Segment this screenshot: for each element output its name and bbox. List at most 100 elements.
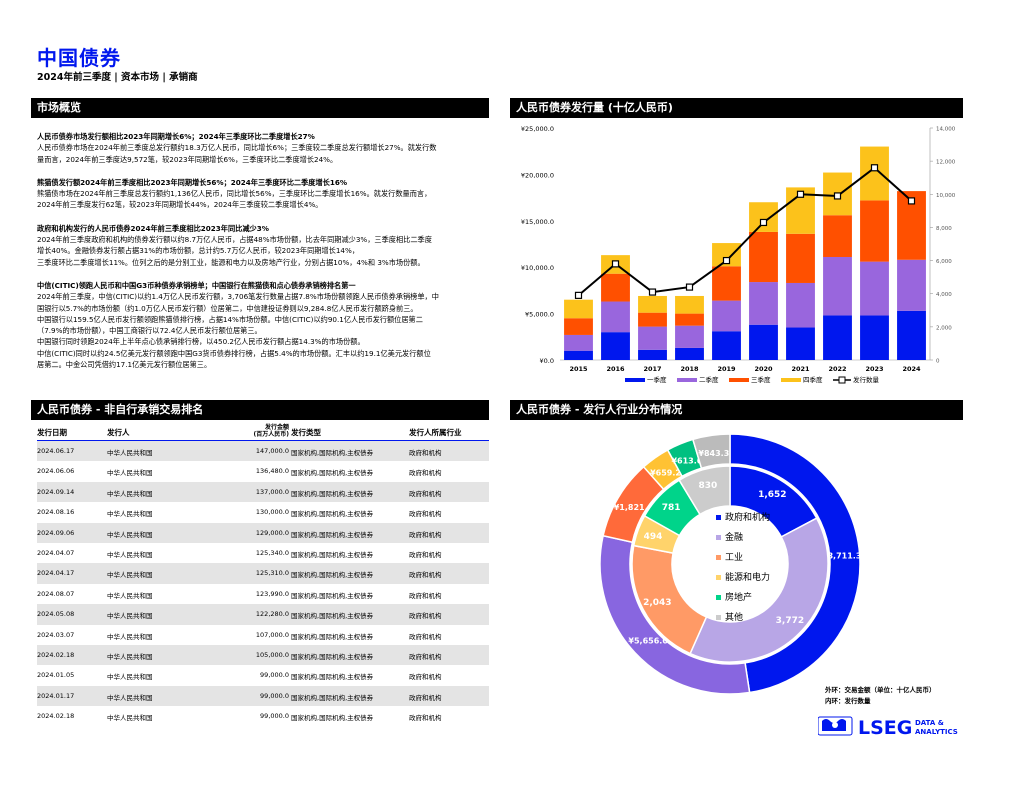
donut-label: ¥843.3 bbox=[698, 449, 729, 458]
bar-segment bbox=[638, 349, 667, 360]
overview-line: 2024年前三季度政府和机构的债券发行额以约8.7万亿人民币，占据48%市场份额… bbox=[37, 235, 432, 245]
cell-industry: 政府和机构 bbox=[409, 550, 442, 559]
cell-industry: 政府和机构 bbox=[409, 652, 442, 661]
cell-date: 2024.04.07 bbox=[37, 548, 75, 557]
cell-date: 2024.02.18 bbox=[37, 650, 75, 659]
bar-segment bbox=[823, 315, 852, 360]
issuance-chart-header: 人民币债券发行量 (十亿人民币) bbox=[510, 98, 963, 118]
bar-segment bbox=[601, 273, 630, 302]
y-right-tick-label: 4,000 bbox=[936, 292, 952, 298]
cell-issuer: 中华人民共和国 bbox=[107, 550, 153, 559]
cell-type: 国家机构,国际机构,主权债券 bbox=[291, 612, 374, 621]
cell-amount: 107,000.0 bbox=[255, 630, 289, 639]
table-row: 2024.02.18 中华人民共和国 99,000.0 国家机构,国际机构,主权债券 政… bbox=[37, 706, 489, 726]
bar-segment bbox=[564, 299, 593, 319]
donut-label: 781 bbox=[662, 503, 681, 513]
overview-line: 国银行以5.7%的市场份额（约1.0万亿人民币发行额）位居第二，中信建投证券则以… bbox=[37, 303, 418, 313]
issuance-chart: ¥0.0 ¥5,000.0 ¥10,000.0 ¥15,000.0 ¥20,000.0 ¥… bbox=[505, 120, 965, 395]
cell-type: 国家机构,国际机构,主权债券 bbox=[291, 714, 374, 723]
cell-industry: 政府和机构 bbox=[409, 510, 442, 519]
table-row: 2024.09.06 中华人民共和国 129,000.0 国家机构,国际机构,主权债券… bbox=[37, 522, 489, 543]
count-marker bbox=[648, 288, 657, 296]
pie-legend-swatch bbox=[716, 535, 721, 540]
overview-section-header: 市场概览 bbox=[31, 98, 489, 118]
cell-amount: 99,000.0 bbox=[260, 712, 289, 721]
x-tick-label: 2020 bbox=[754, 365, 773, 373]
donut-label: ¥613.6 bbox=[671, 457, 702, 466]
bar-segment bbox=[786, 233, 815, 283]
pie-legend-label: 政府和机构 bbox=[725, 511, 770, 523]
bar-segment bbox=[712, 266, 741, 301]
table-row: 2024.06.17 中华人民共和国 147,000.0 国家机构,国际机构,主权债券… bbox=[37, 441, 489, 462]
logo-tag1: DATA & bbox=[915, 719, 944, 727]
pie-legend-swatch bbox=[716, 575, 721, 580]
table-row: 2024.01.17 中华人民共和国 99,000.0 国家机构,国际机构,主权债券 政… bbox=[37, 685, 489, 707]
cell-date: 2024.08.16 bbox=[37, 508, 75, 517]
overview-line: 人民币债券市场在2024年前三季度总发行额约18.3万亿人民币，同比增长6%；三… bbox=[37, 143, 437, 153]
y-right-tick-label: 2,000 bbox=[936, 325, 952, 331]
cell-industry: 政府和机构 bbox=[409, 591, 442, 600]
bar-segment bbox=[601, 332, 630, 360]
pie-legend-label: 能源和电力 bbox=[725, 571, 770, 583]
count-marker bbox=[759, 218, 768, 227]
pie-note: 外环：交易金额（单位：十亿人民币） 内环：发行数量 bbox=[825, 685, 936, 707]
cell-type: 国家机构,国际机构,主权债券 bbox=[291, 550, 374, 559]
x-tick-label: 2023 bbox=[865, 365, 883, 373]
overview-line: 三季度环比二季度增长11%。位列之后的是分别工业，能源和电力以及房地产行业，分别… bbox=[37, 257, 425, 267]
legend-swatch bbox=[625, 378, 645, 382]
cell-amount: 125,340.0 bbox=[255, 548, 289, 557]
y-left-tick-label: ¥15,000.0 bbox=[521, 218, 554, 226]
donut-label: ¥5,656.0 bbox=[628, 636, 668, 645]
table-row: 2024.06.06 中华人民共和国 136,480.0 国家机构,国际机构,主权债券… bbox=[37, 461, 489, 481]
header-industry: 发行人所属行业 bbox=[409, 428, 462, 437]
bar-segment bbox=[897, 259, 926, 311]
donut-label: 494 bbox=[644, 532, 663, 542]
lseg-emblem-icon bbox=[817, 716, 853, 736]
industry-donut-chart: ¥8,711.3 ¥5,656.0 ¥1,821.0 ¥659.2 ¥613.6¥843… bbox=[599, 433, 861, 695]
pie-legend-label: 工业 bbox=[725, 552, 743, 563]
bar-segment bbox=[675, 347, 704, 360]
cell-industry: 政府和机构 bbox=[409, 673, 442, 682]
y-right-tick-label: 12,000 bbox=[936, 160, 956, 166]
donut-slice bbox=[691, 433, 731, 470]
cell-industry: 政府和机构 bbox=[409, 632, 442, 641]
page-subtitle: 2024年前三季度 | 资本市场 | 承销商 bbox=[37, 72, 198, 83]
donut-label: ¥8,711.3 bbox=[822, 552, 860, 561]
donut-label: ¥659.2 bbox=[650, 468, 681, 477]
logo-brand: LSEG bbox=[858, 717, 912, 739]
donut-label: 1,652 bbox=[758, 490, 786, 500]
donut-label: 2,043 bbox=[643, 598, 671, 608]
bar-segment bbox=[749, 231, 778, 283]
cell-issuer: 中华人民共和国 bbox=[107, 571, 153, 580]
cell-type: 国家机构,国际机构,主权债券 bbox=[291, 591, 374, 600]
count-marker bbox=[907, 197, 916, 205]
bar-segment bbox=[823, 215, 852, 257]
overview-line: 居第二。中金公司凭借约17.1亿美元发行额位居第三。 bbox=[37, 360, 212, 370]
pie-note-inner: 内环：发行数量 bbox=[825, 697, 871, 705]
cell-issuer: 中华人民共和国 bbox=[107, 591, 153, 600]
cell-industry: 政府和机构 bbox=[409, 489, 442, 498]
y-right-tick-label: 6,000 bbox=[936, 259, 952, 265]
count-marker bbox=[796, 190, 805, 198]
ranking-table-header: 人民币债券 - 非自行承销交易排名 bbox=[31, 400, 489, 420]
y-left-tick-label: ¥5,000.0 bbox=[525, 311, 554, 319]
table-row: 2024.02.18 中华人民共和国 105,000.0 国家机构,国际机构,主权债券… bbox=[37, 644, 489, 666]
donut-slice bbox=[678, 465, 731, 516]
cell-issuer: 中华人民共和国 bbox=[107, 489, 153, 498]
x-tick-label: 2017 bbox=[643, 365, 661, 373]
bar-segment bbox=[860, 200, 889, 262]
header-date: 发行日期 bbox=[37, 428, 67, 437]
x-tick-label: 2018 bbox=[680, 365, 699, 373]
pie-legend-swatch bbox=[716, 555, 721, 560]
cell-industry: 政府和机构 bbox=[409, 612, 442, 621]
table-row: 2024.04.17 中华人民共和国 125,310.0 国家机构,国际机构,主权债券… bbox=[37, 563, 489, 584]
overview-heading: 中信(CITIC)领跑人民币和中国G3币种债券承销榜单；中国银行在熊猫债和点心债… bbox=[37, 280, 356, 290]
overview-heading: 政府和机构发行的人民币债券2024年前三季度相比2023年同比减少3% bbox=[37, 223, 269, 233]
legend-label: 发行数量 bbox=[853, 375, 880, 384]
cell-date: 2024.06.17 bbox=[37, 447, 75, 455]
overview-paragraph: 政府和机构发行的人民币债券2024年前三季度相比2023年同比减少3% 2024年… bbox=[37, 223, 489, 268]
legend-swatch bbox=[677, 378, 697, 382]
industry-chart: ¥8,711.3 ¥5,656.0 ¥1,821.0 ¥659.2 ¥613.6 ¥843… bbox=[599, 428, 861, 700]
cell-issuer: 中华人民共和国 bbox=[107, 632, 153, 641]
bar-segment bbox=[712, 331, 741, 360]
